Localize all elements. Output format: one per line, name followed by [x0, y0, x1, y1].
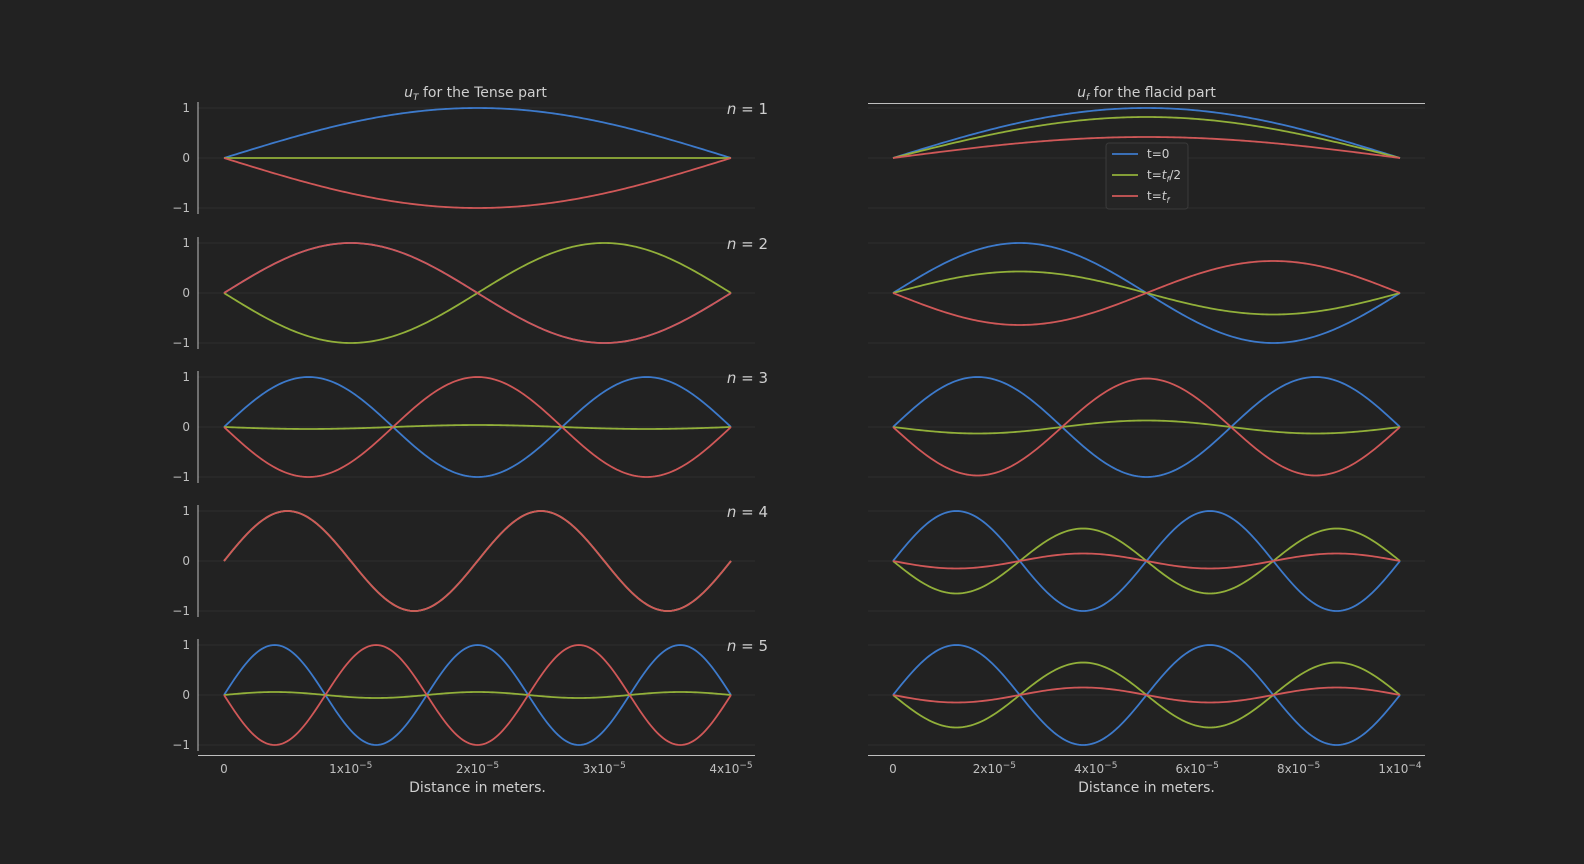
y-tick-label: 1: [182, 370, 190, 384]
y-tick-label: 0: [182, 554, 190, 568]
x-tick-label: 8x10−5: [1277, 761, 1320, 776]
y-tick-label: −1: [172, 336, 190, 350]
legend-entry-label: t=tf/2: [1147, 168, 1181, 184]
x-axis-label: Distance in meters.: [409, 780, 546, 796]
x-tick-label: 2x10−5: [456, 761, 499, 776]
series-line-t-t-f-2: [223, 691, 732, 699]
series-line-t-t-f-2: [892, 419, 1401, 435]
series-line-t-t-f: [892, 686, 1401, 704]
x-tick-label: 4x10−5: [709, 761, 752, 776]
legend-entry-label: t=tf: [1147, 189, 1170, 205]
series-line-t-t-f: [892, 260, 1401, 326]
y-tick-label: 0: [182, 420, 190, 434]
y-tick-label: −1: [172, 201, 190, 215]
mode-label: n = 4: [727, 503, 768, 521]
legend: t=0 t=tf/2 t=tf: [1105, 142, 1189, 210]
x-axis-label: Distance in meters.: [1078, 780, 1215, 796]
column-title: uf for the flacid part: [1077, 85, 1216, 103]
x-tick-label: 2x10−5: [973, 761, 1016, 776]
y-tick-label: 1: [182, 236, 190, 250]
series-line-t-t-f: [223, 157, 732, 209]
series-line-t-t-f: [223, 376, 732, 478]
panel-n2: [868, 242, 1425, 344]
series-line-t-t-f: [892, 377, 1401, 477]
y-tick-label: 1: [182, 101, 190, 115]
panel-n4: [868, 510, 1425, 612]
y-tick-label: 0: [182, 286, 190, 300]
x-tick-label: 0: [889, 762, 897, 776]
series-line-t-t-f: [223, 242, 732, 344]
y-tick-label: −1: [172, 738, 190, 752]
series-line-t-0: [223, 376, 732, 478]
x-tick-label: 1x10−5: [329, 761, 372, 776]
x-tick-label: 0: [220, 762, 228, 776]
panel-n1: 1 0 −1 n = 1: [172, 100, 768, 215]
x-tick-label: 3x10−5: [583, 761, 626, 776]
series-line-t-t-f: [223, 644, 732, 746]
panel-n3: [868, 376, 1425, 478]
series-line-t-t-f-2: [223, 424, 732, 430]
y-tick-label: 0: [182, 688, 190, 702]
x-tick-label: 4x10−5: [1074, 761, 1117, 776]
panel-n3: 1 0 −1 n = 3: [172, 369, 768, 484]
mode-label: n = 5: [727, 637, 768, 655]
panel-n5: 1 0 −1 n = 5: [172, 637, 768, 752]
panel-n2: 1 0 −1 n = 2: [172, 235, 768, 350]
panel-n4: 1 0 −1 n = 4: [172, 503, 768, 618]
series-line-t-0: [892, 107, 1401, 159]
mode-label: n = 2: [727, 235, 768, 253]
y-tick-label: −1: [172, 470, 190, 484]
mode-label: n = 1: [727, 100, 768, 118]
x-tick-label: 6x10−5: [1176, 761, 1219, 776]
series-line-t-t-f-2: [892, 116, 1401, 159]
panel-n5: [868, 644, 1425, 746]
series-line-t-0: [223, 107, 732, 159]
y-tick-label: −1: [172, 604, 190, 618]
y-tick-label: 0: [182, 151, 190, 165]
series-line-t-0: [223, 644, 732, 746]
series-line-t-0: [892, 376, 1401, 478]
y-tick-label: 1: [182, 504, 190, 518]
series-line-t-t-f: [223, 510, 732, 612]
legend-box: [1105, 142, 1189, 210]
tense-column: 1 0 −1 n = 1 1 0 −1 n = 2 1 0 −1 n = 3 1 0 −1 n = 4 1 0 −1…: [172, 85, 768, 796]
y-tick-label: 1: [182, 638, 190, 652]
column-title: uT for the Tense part: [404, 85, 547, 103]
series-line-t-t-f: [892, 552, 1401, 570]
x-tick-label: 1x10−4: [1378, 761, 1422, 776]
legend-entry-label: t=0: [1147, 147, 1169, 161]
series-line-t-t-f: [892, 136, 1401, 159]
mode-label: n = 3: [727, 369, 768, 387]
